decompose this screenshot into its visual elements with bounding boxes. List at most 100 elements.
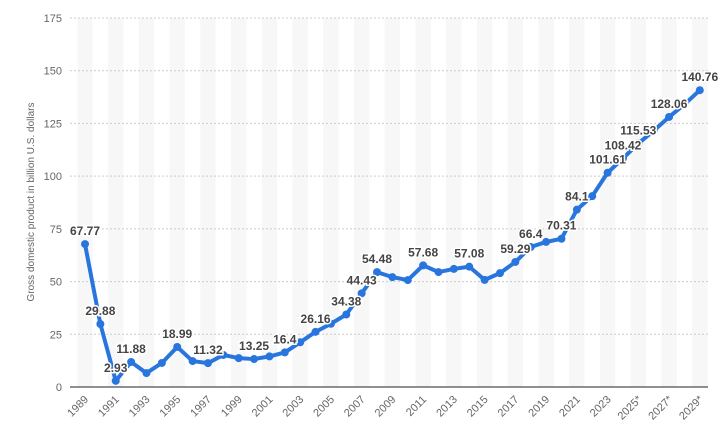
column-band	[200, 18, 216, 387]
data-label: 54.48	[362, 252, 392, 266]
data-label: 18.99	[162, 327, 192, 341]
x-tick-label: 2007	[342, 394, 368, 420]
data-point	[142, 369, 151, 378]
data-point	[280, 348, 289, 357]
data-label: 101.61	[589, 153, 626, 167]
x-tick-label: 2011	[404, 394, 429, 419]
column-band	[599, 18, 616, 387]
column-band	[323, 18, 339, 387]
x-tick-label: 1995	[158, 394, 184, 420]
data-label: 13.25	[239, 339, 269, 353]
x-tick-label: 1997	[188, 394, 214, 420]
data-label: 44.43	[347, 273, 377, 287]
data-point	[588, 192, 597, 201]
y-tick-label: 125	[44, 118, 62, 130]
data-point	[680, 100, 689, 109]
data-point	[111, 376, 120, 385]
column-band	[538, 18, 554, 387]
data-label: 26.16	[301, 312, 331, 326]
data-point	[96, 319, 105, 328]
data-point	[695, 86, 704, 95]
x-tick-label: 2003	[281, 394, 307, 420]
column-band	[692, 18, 708, 387]
data-label: 115.53	[620, 123, 656, 137]
data-point	[219, 350, 228, 359]
column-band	[384, 18, 401, 387]
x-tick-label: 2023	[588, 394, 614, 420]
column-band	[661, 18, 677, 387]
column-band	[415, 18, 431, 387]
x-tick-label: 2013	[434, 394, 460, 420]
data-point	[250, 355, 259, 364]
data-point	[373, 268, 382, 277]
y-tick-label: 100	[44, 171, 62, 183]
x-tick-label: 1993	[127, 394, 153, 420]
data-point	[157, 358, 166, 367]
data-point	[495, 269, 504, 278]
data-point	[542, 237, 551, 246]
y-tick-label: 175	[44, 13, 62, 25]
x-tick-label: 1989	[65, 394, 91, 420]
data-label: 2.93	[104, 361, 128, 375]
x-tick-label: 2019	[526, 394, 552, 420]
column-band	[353, 18, 370, 387]
column-band	[507, 18, 524, 387]
data-point	[618, 154, 627, 163]
x-tick-label: 2005	[311, 394, 337, 420]
data-point	[572, 205, 581, 214]
data-label: 16.4	[273, 332, 297, 346]
column-band	[446, 18, 462, 387]
data-label: 70.31	[546, 219, 576, 233]
data-point	[434, 268, 443, 277]
column-band	[169, 18, 185, 387]
column-band	[569, 18, 585, 387]
data-point	[127, 357, 136, 366]
data-point	[265, 352, 274, 361]
column-band	[138, 18, 155, 387]
y-tick-label: 75	[50, 224, 62, 236]
x-tick-label: 2027*	[646, 393, 675, 422]
x-tick-label: 1999	[219, 394, 245, 420]
data-point	[311, 327, 320, 336]
data-label: 84.1	[565, 190, 589, 204]
data-point	[634, 139, 643, 148]
data-point	[203, 359, 212, 368]
x-tick-label: 2001	[250, 394, 276, 420]
data-label: 11.32	[193, 343, 223, 357]
data-point	[526, 242, 535, 251]
data-label: 57.08	[454, 247, 484, 261]
x-tick-label: 2021	[557, 394, 583, 420]
data-point	[557, 234, 566, 243]
data-point	[173, 342, 182, 351]
data-point	[649, 126, 658, 135]
data-point	[603, 168, 612, 177]
data-point	[326, 319, 335, 328]
data-label: 11.88	[116, 342, 146, 356]
data-point	[188, 357, 197, 366]
data-point	[480, 275, 489, 284]
data-label: 59.29	[500, 242, 530, 256]
data-point	[511, 257, 520, 266]
data-point	[234, 354, 243, 363]
data-label: 66.4	[519, 227, 543, 241]
column-band	[261, 18, 278, 387]
y-tick-label: 0	[56, 382, 62, 394]
x-tick-label: 2017	[496, 394, 522, 420]
data-label: 108.42	[605, 138, 642, 152]
data-label: 29.88	[85, 304, 115, 318]
x-tick-label: 2015	[465, 394, 491, 420]
data-label: 140.76	[681, 70, 718, 84]
column-band	[476, 18, 493, 387]
data-point	[296, 338, 305, 347]
data-point	[665, 112, 674, 121]
data-point	[419, 261, 428, 270]
column-band	[108, 18, 124, 387]
y-tick-label: 25	[50, 329, 62, 341]
data-label: 57.68	[408, 245, 438, 259]
column-band	[630, 18, 647, 387]
data-point	[388, 273, 397, 282]
x-tick-label: 2025*	[616, 393, 645, 422]
column-band	[77, 18, 93, 387]
data-point	[342, 310, 351, 319]
